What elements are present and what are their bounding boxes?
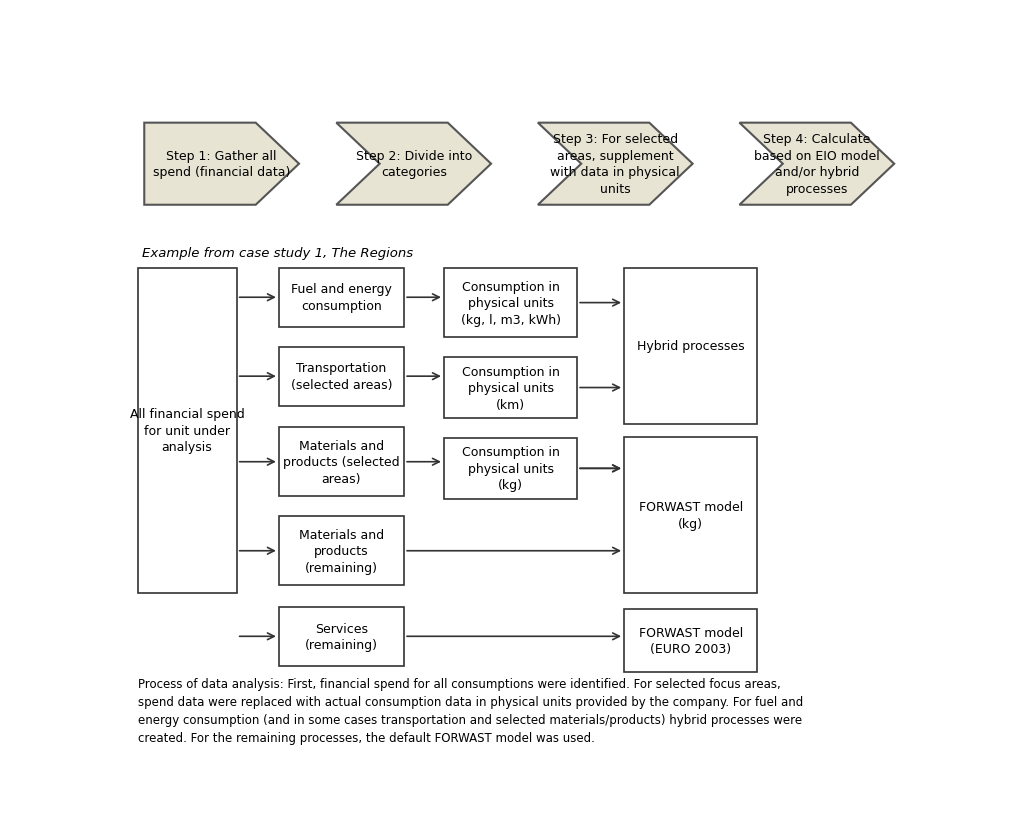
Bar (624, 269, 758, 424)
Bar (443, 438, 578, 500)
Bar (279, 517, 404, 586)
Bar (624, 437, 758, 593)
Bar (443, 357, 578, 419)
Text: Example from case study 1, The Regions: Example from case study 1, The Regions (142, 247, 414, 260)
Bar (279, 347, 404, 406)
Text: Consumption in
physical units
(km): Consumption in physical units (km) (462, 365, 559, 411)
Text: Materials and
products (selected
areas): Materials and products (selected areas) (284, 439, 399, 485)
Text: Transportation
(selected areas): Transportation (selected areas) (291, 362, 392, 391)
Text: All financial spend
for unit under
analysis: All financial spend for unit under analy… (130, 408, 245, 454)
Bar (443, 269, 578, 338)
Text: FORWAST model
(EURO 2003): FORWAST model (EURO 2003) (639, 626, 742, 655)
Text: Consumption in
physical units
(kg): Consumption in physical units (kg) (462, 446, 559, 491)
Text: Step 1: Gather all
spend (financial data): Step 1: Gather all spend (financial data… (153, 150, 291, 179)
Text: Step 4: Calculate
based on EIO model
and/or hybrid
processes: Step 4: Calculate based on EIO model and… (754, 133, 880, 196)
Text: Materials and
products
(remaining): Materials and products (remaining) (299, 528, 384, 574)
Polygon shape (336, 124, 492, 206)
Bar (279, 269, 404, 328)
Polygon shape (538, 124, 692, 206)
Text: Services
(remaining): Services (remaining) (305, 622, 378, 651)
Bar (279, 607, 404, 666)
Bar (137, 269, 237, 593)
Text: Fuel and energy
consumption: Fuel and energy consumption (291, 283, 392, 313)
Polygon shape (144, 124, 299, 206)
Text: Step 2: Divide into
categories: Step 2: Divide into categories (355, 150, 472, 179)
Bar (279, 428, 404, 497)
Text: Consumption in
physical units
(kg, l, m3, kWh): Consumption in physical units (kg, l, m3… (461, 280, 560, 326)
Polygon shape (739, 124, 894, 206)
Bar (624, 609, 758, 672)
Text: Step 3: For selected
areas, supplement
with data in physical
units: Step 3: For selected areas, supplement w… (551, 133, 680, 196)
Text: FORWAST model
(kg): FORWAST model (kg) (639, 500, 742, 530)
Text: Process of data analysis: First, financial spend for all consumptions were ident: Process of data analysis: First, financi… (137, 677, 803, 744)
Text: Hybrid processes: Hybrid processes (637, 340, 744, 353)
